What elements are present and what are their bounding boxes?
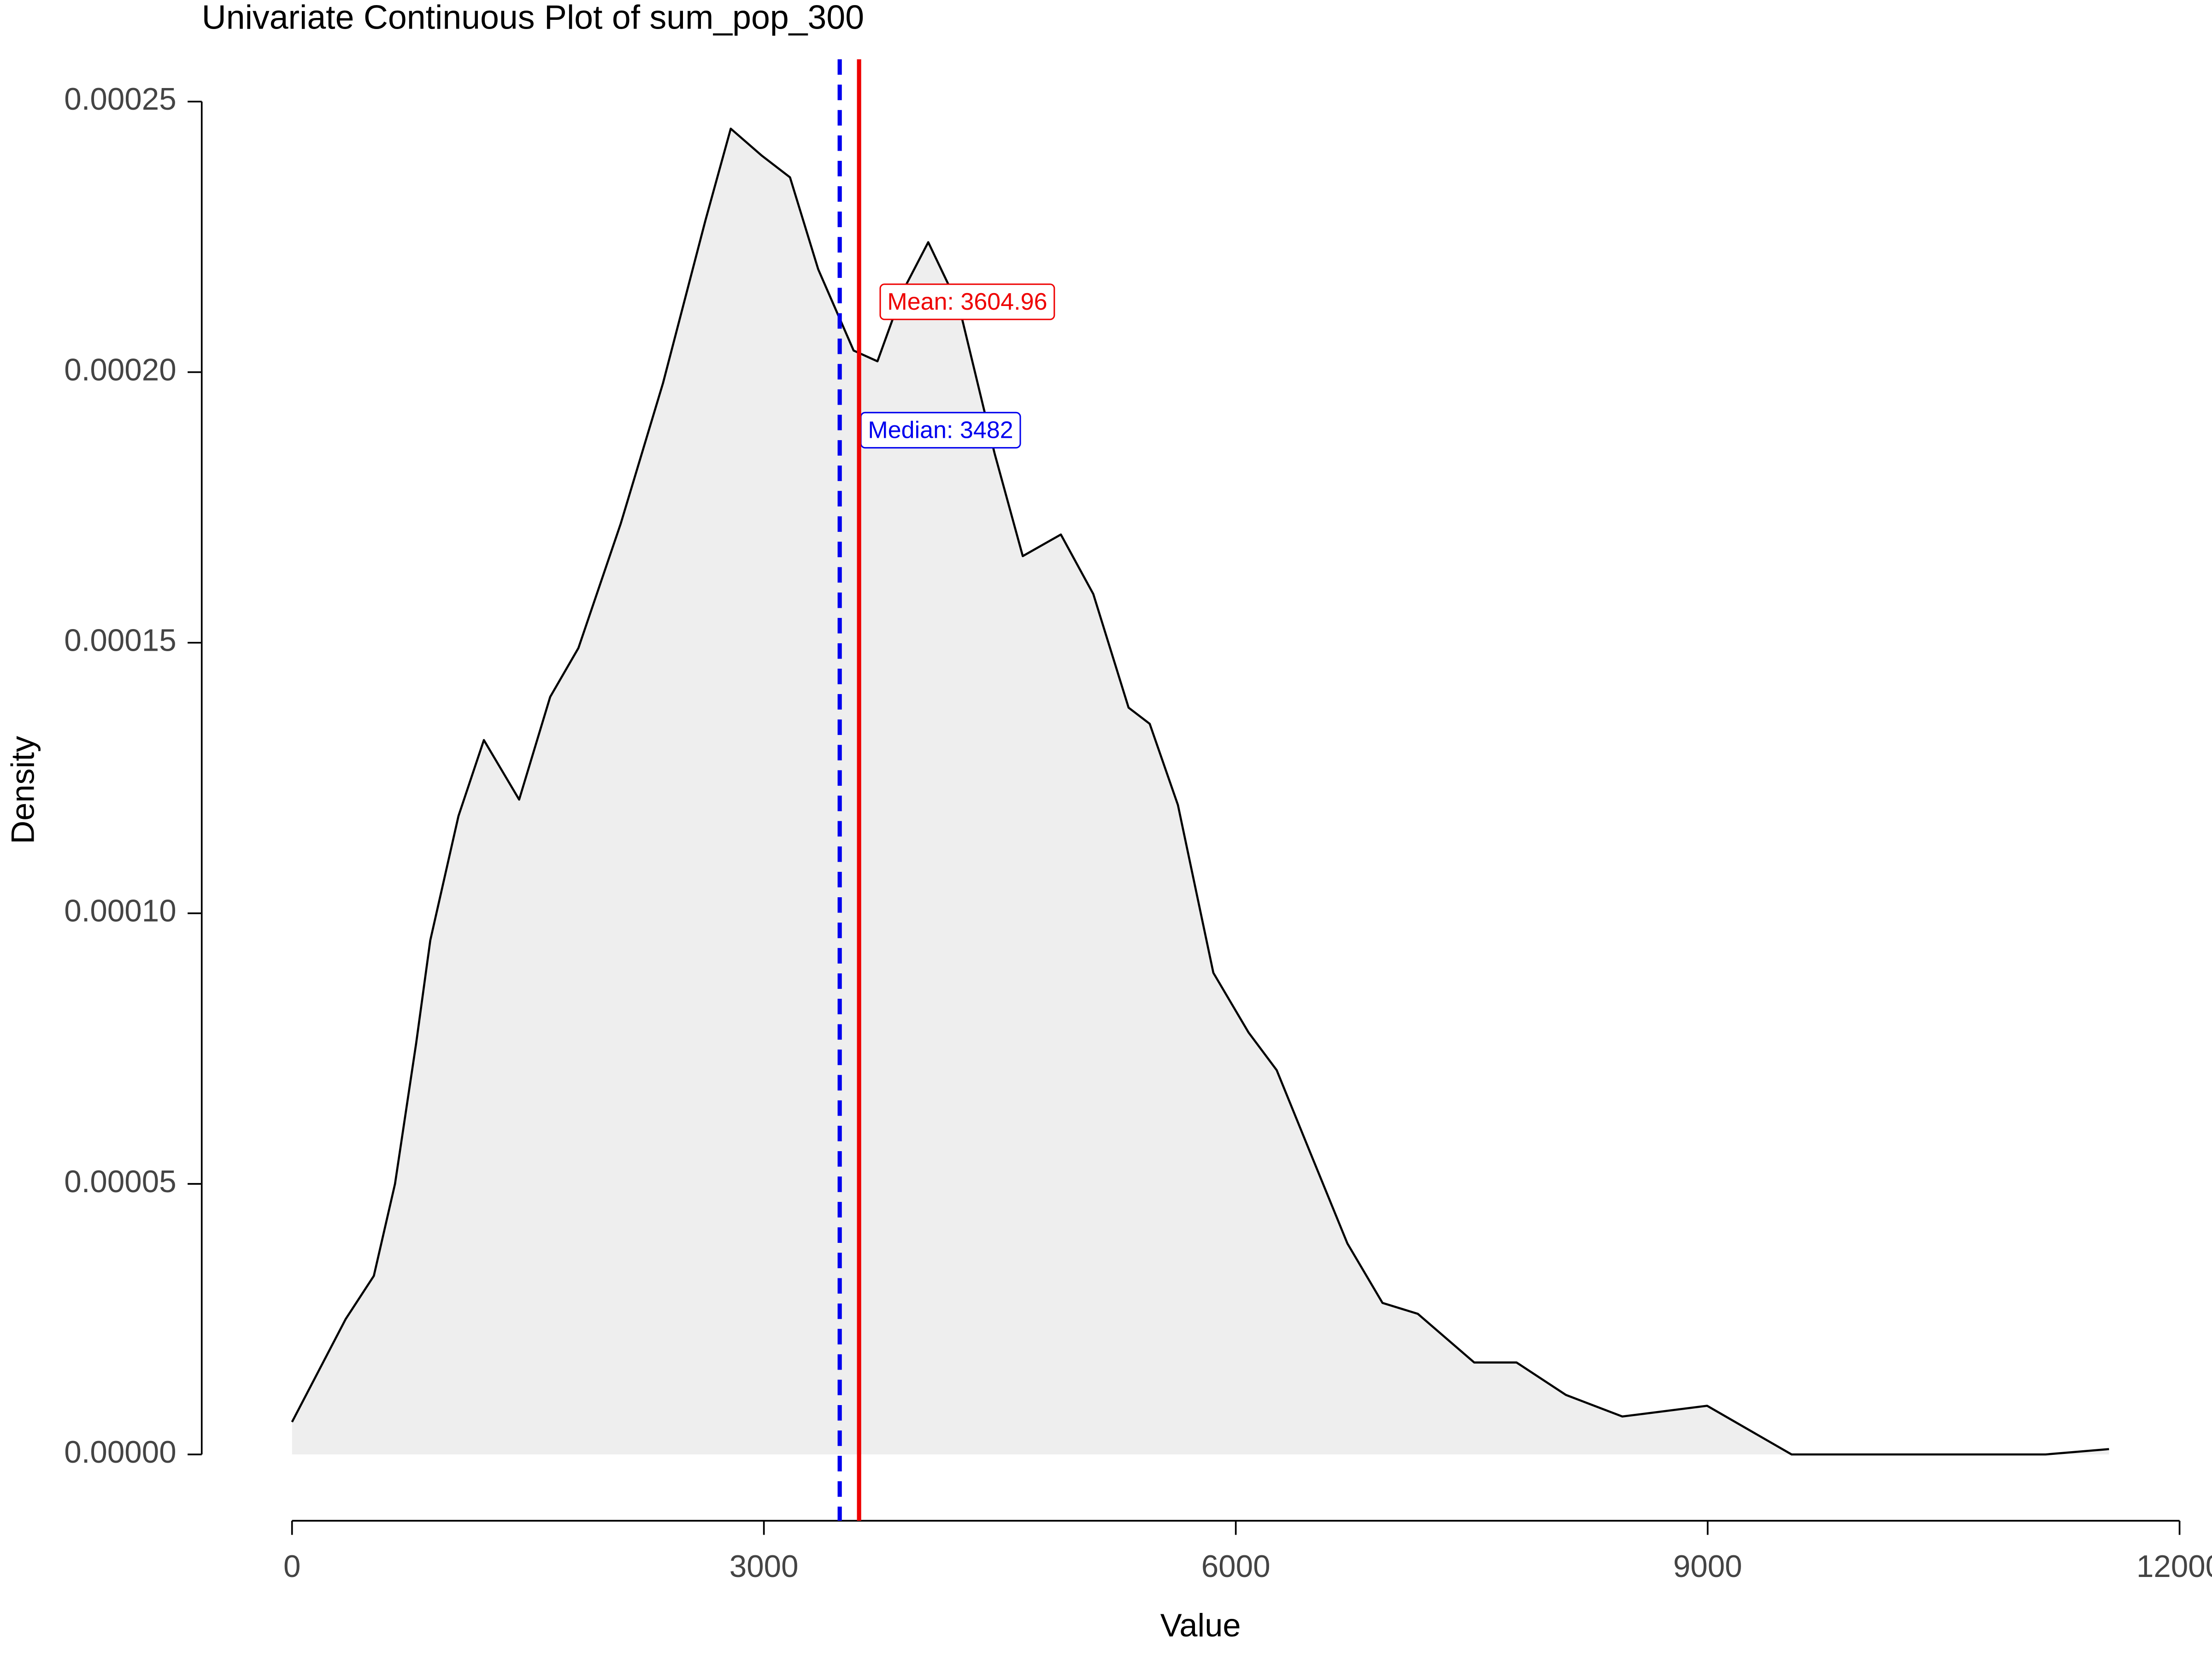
y-tick-label: 0.00025 <box>64 82 176 117</box>
y-tick-label: 0.00000 <box>64 1435 176 1470</box>
y-tick-label: 0.00010 <box>64 894 176 929</box>
x-tick-label: 12000 <box>2136 1549 2212 1584</box>
y-axis-label: Density <box>5 735 41 844</box>
y-tick-label: 0.00005 <box>64 1165 176 1199</box>
mean-label: Mean: 3604.96 <box>887 288 1047 315</box>
median-label: Median: 3482 <box>868 417 1013 443</box>
x-tick-label: 9000 <box>1673 1549 1742 1584</box>
density-area <box>292 129 2109 1455</box>
y-tick-label: 0.00020 <box>64 353 176 387</box>
mean-label-box <box>879 283 1055 320</box>
x-tick-label: 0 <box>283 1549 300 1584</box>
x-tick-label: 6000 <box>1201 1549 1271 1584</box>
x-tick-label: 3000 <box>729 1549 799 1584</box>
x-axis-label: Value <box>1160 1607 1241 1643</box>
density-line <box>291 127 2109 1456</box>
chart-title: Univariate Continuous Plot of sum_pop_30… <box>202 0 864 36</box>
y-tick-label: 0.00015 <box>64 623 176 658</box>
